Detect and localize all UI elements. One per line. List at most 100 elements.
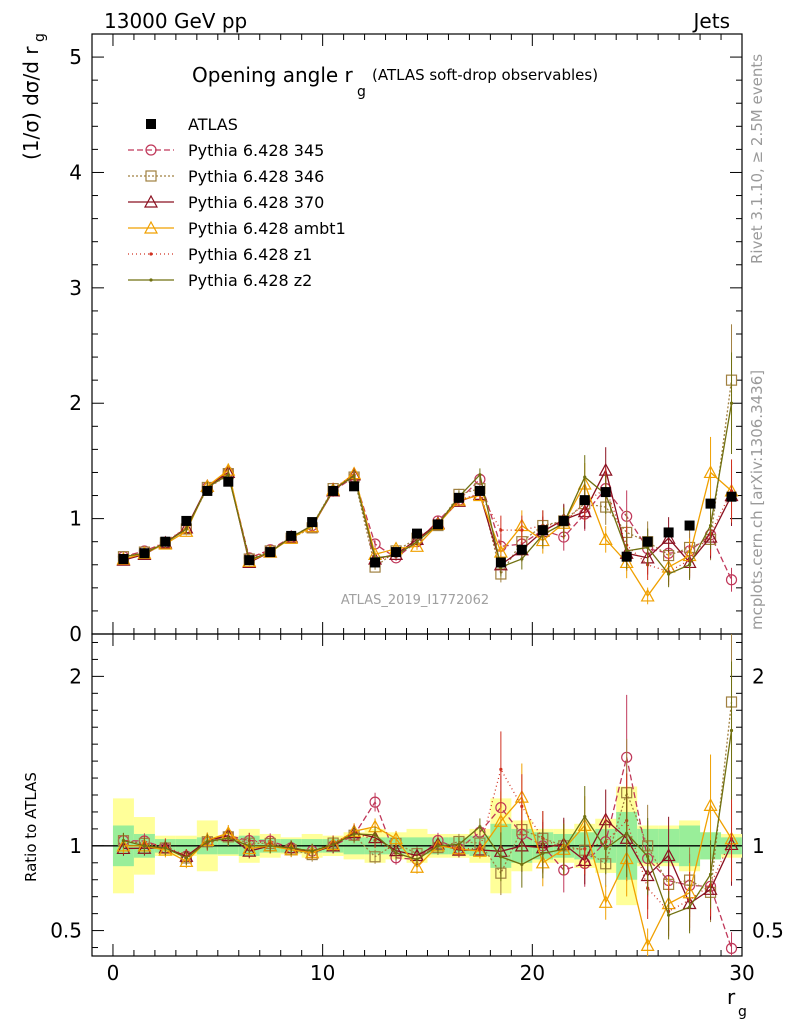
marker — [247, 844, 251, 848]
ratio-y-tick-label-right: 2 — [752, 664, 765, 688]
marker — [453, 492, 464, 503]
beam-label: 13000 GeV pp — [104, 9, 247, 33]
marker — [598, 532, 613, 545]
xlabel: r — [727, 985, 736, 1009]
marker — [667, 572, 671, 576]
marker — [289, 846, 293, 850]
ratio-y-tick-label-right: 0.5 — [752, 919, 784, 943]
legend-marker — [146, 119, 156, 129]
marker — [684, 520, 695, 531]
marker — [184, 527, 188, 531]
legend-label: Pythia 6.428 370 — [188, 193, 324, 212]
marker — [370, 557, 381, 568]
x-tick-label: 0 — [107, 961, 120, 985]
marker — [409, 539, 425, 552]
marker — [149, 252, 153, 256]
marker — [640, 938, 655, 952]
ratio-line — [123, 701, 733, 894]
ratio-panel-frame — [91, 633, 743, 957]
ratio-y-tick-label-right: 1 — [752, 834, 765, 858]
marker — [562, 847, 566, 851]
main-y-tick-label: 2 — [69, 391, 82, 415]
marker — [729, 401, 734, 405]
marker — [725, 574, 738, 586]
marker — [331, 842, 335, 847]
marker — [369, 851, 381, 863]
rivet-label: Rivet 3.1.10, ≥ 2.5M events — [748, 54, 766, 264]
legend-label: Pythia 6.428 346 — [188, 167, 324, 186]
marker — [499, 855, 503, 859]
marker — [143, 220, 159, 234]
main-y-tick-label: 0 — [69, 622, 82, 646]
marker — [520, 528, 524, 532]
series-line — [123, 473, 733, 573]
main-y-tick-label: 3 — [69, 276, 82, 300]
marker — [286, 530, 297, 541]
series-line — [123, 380, 733, 576]
ratio-series — [116, 634, 739, 956]
ratio-series-6 — [121, 661, 734, 940]
marker — [499, 767, 503, 771]
marker — [705, 498, 716, 509]
marker — [394, 851, 398, 855]
marker — [663, 527, 674, 538]
marker — [499, 528, 503, 532]
plot-title-subscript: g — [357, 84, 366, 100]
marker — [520, 862, 524, 867]
marker — [725, 942, 738, 954]
marker — [268, 844, 272, 848]
marker — [369, 796, 381, 808]
marker — [708, 523, 713, 528]
marker — [687, 563, 692, 567]
main-series-4 — [116, 436, 739, 605]
marker — [478, 825, 482, 829]
marker — [328, 485, 339, 496]
marker — [642, 536, 653, 547]
legend-label: ATLAS — [188, 115, 238, 134]
marker — [389, 831, 404, 845]
marker — [520, 557, 524, 561]
plot-title: Opening angle r — [192, 63, 354, 87]
main-y-tick-label: 4 — [69, 160, 82, 184]
legend-label: Pythia 6.428 345 — [188, 141, 324, 160]
legend-label: Pythia 6.428 z1 — [188, 245, 312, 264]
marker — [708, 872, 713, 876]
marker — [349, 481, 360, 492]
marker — [179, 854, 194, 868]
ratio-line — [123, 730, 733, 917]
marker — [493, 813, 508, 827]
marker — [583, 815, 587, 819]
plot-title-note: (ATLAS soft-drop observables) — [372, 66, 598, 84]
marker — [604, 846, 608, 851]
main-series-3 — [116, 447, 739, 579]
marker — [432, 519, 443, 530]
marker — [703, 798, 718, 811]
marker — [537, 525, 548, 536]
category-label: Jets — [692, 9, 730, 33]
axes: 0 10 20 30 0 1 2 3 4 5 0.5 0.5 1 1 2 2 — [50, 33, 784, 985]
legend-label: Pythia 6.428 ambt1 — [188, 219, 346, 238]
marker — [160, 536, 171, 547]
marker — [583, 847, 587, 851]
marker — [729, 837, 734, 841]
main-y-tick-label: 5 — [69, 45, 82, 69]
series-line — [123, 471, 733, 581]
marker — [121, 839, 126, 843]
marker — [205, 840, 209, 844]
marker — [242, 841, 257, 855]
marker — [558, 515, 569, 526]
marker — [412, 528, 422, 539]
marker — [373, 833, 377, 837]
marker — [145, 170, 157, 182]
legend-label: Pythia 6.428 z2 — [188, 271, 312, 290]
marker — [145, 144, 157, 156]
marker — [579, 495, 590, 506]
marker — [202, 485, 213, 496]
marker — [640, 588, 655, 602]
ratio-ylabel: Ratio to ATLAS — [22, 772, 40, 882]
legend: ATLAS Pythia 6.428 345 Pythia 6.428 346 Pyt… — [128, 115, 346, 290]
marker — [687, 905, 692, 909]
series-line — [123, 403, 733, 575]
marker — [181, 515, 192, 526]
